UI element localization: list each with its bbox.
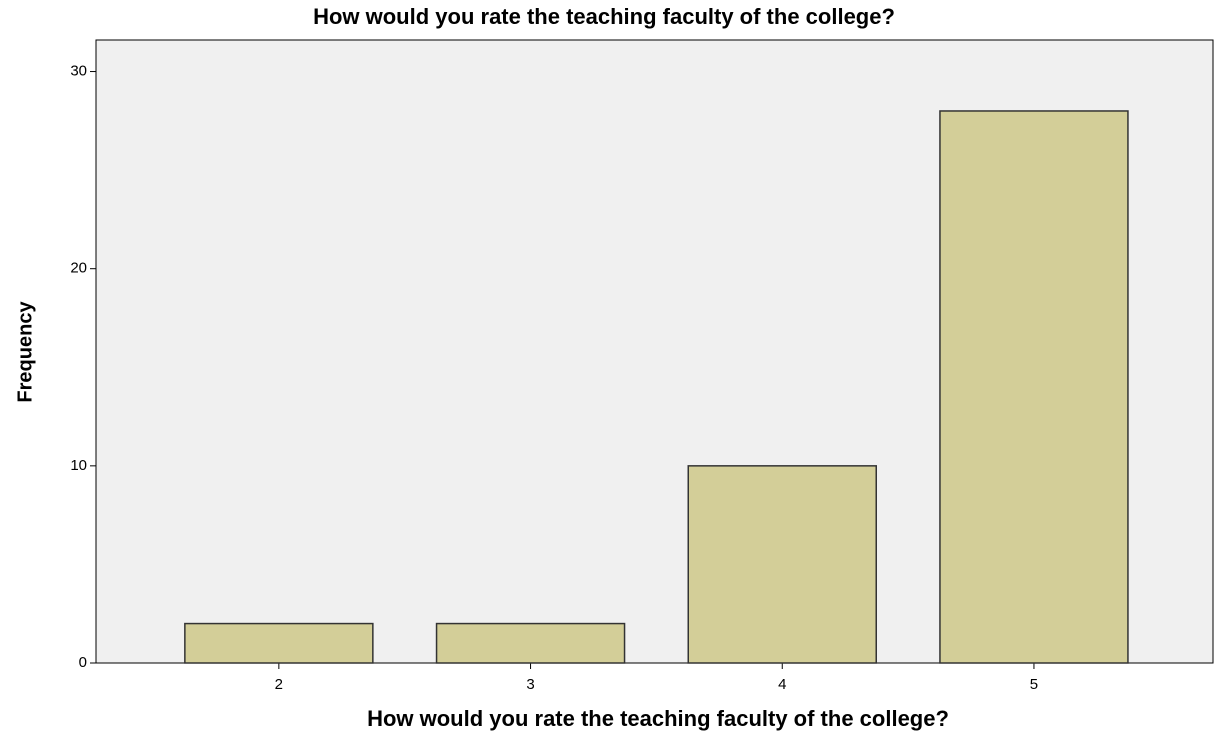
- y-tick-label: 30: [70, 63, 87, 80]
- y-axis-title: Frequency: [14, 301, 36, 403]
- chart-title: How would you rate the teaching faculty …: [313, 4, 895, 29]
- bar: [435, 622, 626, 664]
- bar: [184, 622, 374, 664]
- x-axis-title: How would you rate the teaching faculty …: [367, 706, 949, 731]
- x-tick-label: 2: [275, 676, 283, 693]
- bar: [687, 465, 877, 664]
- y-tick-label: 0: [79, 654, 87, 671]
- x-tick-label: 3: [526, 676, 534, 693]
- y-tick-label: 10: [70, 457, 87, 474]
- x-tick-label: 5: [1030, 676, 1038, 693]
- bar: [939, 110, 1129, 664]
- y-tick-label: 20: [70, 260, 87, 277]
- x-tick-label: 4: [778, 676, 786, 693]
